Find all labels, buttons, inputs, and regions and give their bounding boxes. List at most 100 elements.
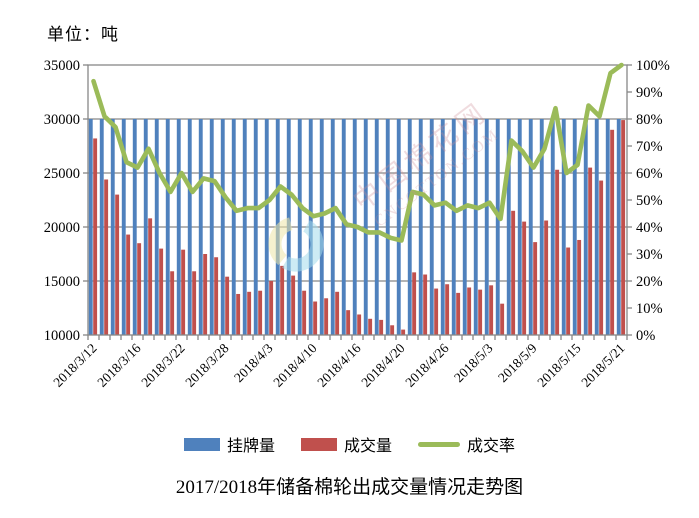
bar: [522, 221, 527, 335]
bar: [495, 119, 500, 335]
svg-text:2018/5/3: 2018/5/3: [451, 340, 496, 385]
bar: [313, 301, 318, 335]
bar: [511, 210, 516, 335]
chart-title: 2017/2018年储备棉轮出成交量情况走势图: [175, 477, 524, 498]
bar: [335, 291, 340, 335]
bar: [390, 325, 395, 335]
bar: [159, 248, 164, 335]
bar: [533, 242, 538, 335]
svg-text:2018/4/10: 2018/4/10: [270, 340, 319, 389]
bar: [115, 194, 120, 335]
bar: [192, 271, 197, 335]
bar: [357, 314, 362, 335]
svg-text:60%: 60%: [636, 166, 663, 182]
legend-item-traded-volume: 成交量: [300, 432, 392, 456]
bar: [605, 119, 610, 335]
bar: [616, 119, 621, 335]
svg-text:70%: 70%: [636, 139, 663, 155]
axis-unit-label: 单位：吨: [47, 25, 119, 44]
svg-text:100%: 100%: [636, 58, 670, 74]
bar: [198, 119, 203, 335]
svg-text:2018/5/15: 2018/5/15: [534, 340, 583, 389]
bar: [236, 293, 241, 335]
svg-text:30000: 30000: [44, 112, 80, 128]
bar: [594, 119, 599, 335]
bar: [242, 119, 247, 335]
bar: [423, 274, 428, 335]
bar: [99, 119, 104, 335]
svg-text:35000: 35000: [44, 58, 80, 74]
bar: [187, 119, 192, 335]
legend-label-listed-volume: 挂牌量: [226, 438, 275, 455]
bar: [181, 249, 186, 335]
svg-text:2018/4/16: 2018/4/16: [314, 340, 363, 389]
svg-text:90%: 90%: [636, 85, 663, 101]
bar: [231, 119, 236, 335]
bar: [110, 119, 115, 335]
bar: [462, 119, 467, 335]
bar: [247, 291, 252, 335]
bar: [500, 303, 505, 335]
bar: [165, 119, 170, 335]
bar: [588, 167, 593, 335]
bar: [104, 179, 109, 335]
bar: [253, 119, 258, 335]
bar: [583, 119, 588, 335]
bar: [363, 119, 368, 335]
svg-text:40%: 40%: [636, 220, 663, 236]
transaction-rate-swatch: [418, 441, 460, 447]
right-axis-labels: 0% 10% 20% 30% 40% 50% 60% 70% 80% 90% 100%: [636, 58, 670, 344]
bar: [374, 119, 379, 335]
svg-text:2018/3/22: 2018/3/22: [138, 341, 187, 390]
bar: [621, 120, 626, 335]
bar: [445, 284, 450, 335]
svg-text:80%: 80%: [636, 112, 663, 128]
svg-text:2018/5/21: 2018/5/21: [578, 341, 627, 390]
bar: [143, 119, 148, 335]
bar: [396, 119, 401, 335]
svg-text:2018/4/26: 2018/4/26: [402, 340, 451, 389]
bar: [429, 119, 434, 335]
bar: [577, 239, 582, 335]
bar: [484, 119, 489, 335]
svg-text:2018/5/9: 2018/5/9: [495, 340, 540, 385]
bar: [126, 234, 131, 335]
svg-text:2018/3/12: 2018/3/12: [50, 341, 99, 390]
bar: [324, 298, 329, 335]
bar: [418, 119, 423, 335]
svg-text:15000: 15000: [44, 274, 80, 290]
bar: [368, 318, 373, 335]
bar: [330, 119, 335, 335]
bar: [346, 310, 351, 335]
svg-text:20000: 20000: [44, 220, 80, 236]
bar: [319, 119, 324, 335]
bar: [440, 119, 445, 335]
bar: [478, 289, 483, 335]
bar: [434, 288, 439, 335]
svg-text:50%: 50%: [636, 193, 663, 209]
bar: [275, 119, 280, 335]
bar: [599, 180, 604, 335]
transaction-rate-line: [91, 62, 624, 243]
bar: [258, 290, 263, 335]
legend-item-transaction-rate: 成交率: [418, 432, 515, 456]
bar: [297, 119, 302, 335]
bar: [137, 243, 142, 335]
bar: [467, 287, 472, 335]
legend-item-listed-volume: 挂牌量: [183, 432, 275, 456]
bar: [302, 290, 307, 335]
bar: [539, 119, 544, 335]
svg-text:2018/4/3: 2018/4/3: [231, 340, 276, 385]
bar: [214, 257, 219, 335]
svg-text:25000: 25000: [44, 166, 80, 182]
bar: [286, 119, 291, 335]
traded-volume-bars: [93, 120, 626, 335]
bar: [550, 119, 555, 335]
bar: [561, 119, 566, 335]
svg-text:30%: 30%: [636, 247, 663, 263]
bar: [203, 254, 208, 335]
bar: [456, 292, 461, 335]
bar: [517, 119, 522, 335]
bar: [379, 319, 384, 335]
